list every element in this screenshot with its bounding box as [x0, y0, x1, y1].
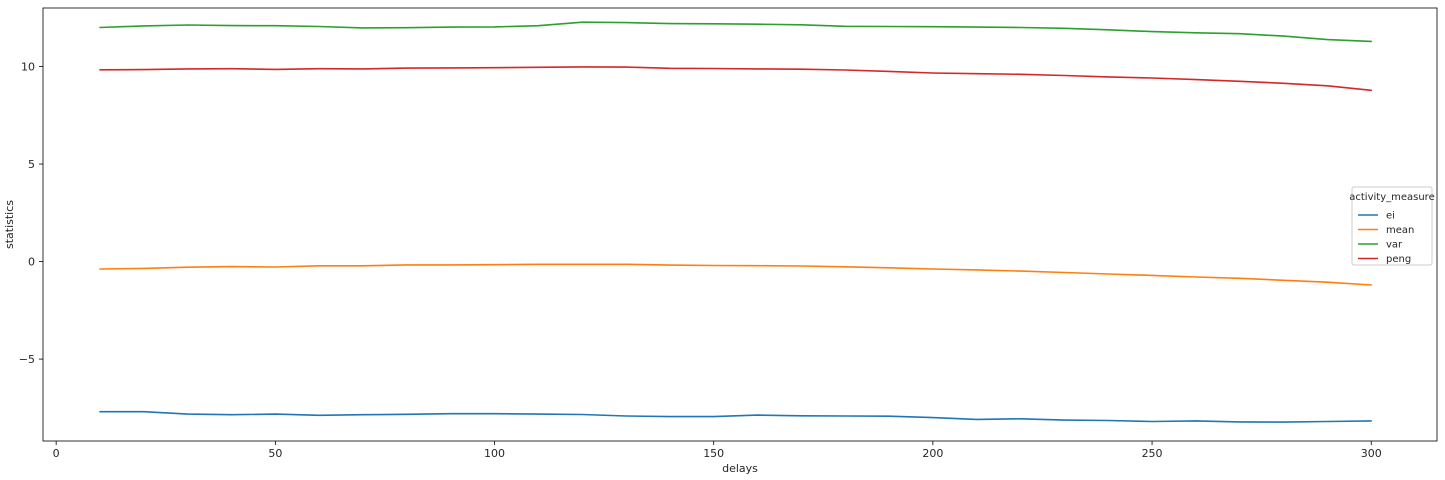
legend-title: activity_measure [1349, 192, 1434, 203]
legend-label-mean: mean [1386, 225, 1414, 236]
legend: activity_measure ei mean var peng [1349, 186, 1435, 266]
y-tick-label: 0 [28, 256, 35, 269]
x-tick-label: 100 [484, 447, 505, 460]
series-layer [99, 21, 1372, 423]
x-tick-label: 0 [53, 447, 60, 460]
legend-items: ei mean var peng [1358, 211, 1414, 265]
plot-frame [42, 7, 1438, 442]
x-axis-label: delays [722, 462, 758, 475]
x-tick-label: 300 [1361, 447, 1382, 460]
series-line-peng [99, 66, 1372, 92]
x-tick-label: 50 [268, 447, 282, 460]
plot-area [42, 7, 1438, 442]
legend-label-var: var [1386, 240, 1403, 251]
series-line-var [99, 21, 1372, 43]
x-tick-label: 200 [922, 447, 943, 460]
legend-label-peng: peng [1386, 254, 1411, 265]
x-tick-label: 150 [703, 447, 724, 460]
y-tick-label: 10 [21, 61, 35, 74]
axes-layer: 0 50 100 150 200 250 300 −5 0 5 10 [19, 61, 1382, 460]
legend-label-ei: ei [1386, 211, 1395, 222]
y-tick-label: −5 [19, 353, 35, 366]
y-axis-label: statistics [3, 200, 16, 249]
y-tick-label: 5 [28, 158, 35, 171]
x-tick-label: 250 [1142, 447, 1163, 460]
series-line-mean [99, 263, 1372, 286]
series-line-ei [99, 410, 1372, 423]
legend-box [1351, 186, 1433, 266]
